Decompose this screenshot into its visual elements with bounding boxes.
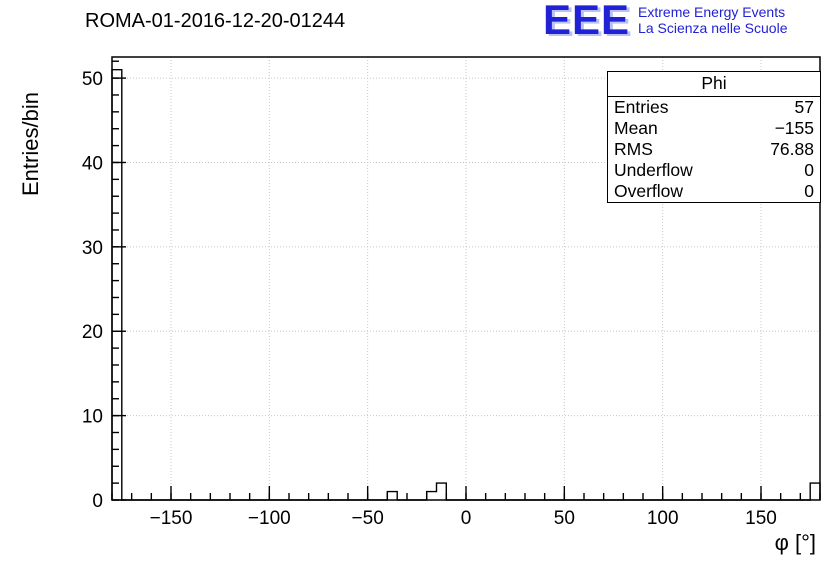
eee-logo-line2: La Scienza nelle Scuole [638, 20, 788, 36]
svg-text:0: 0 [461, 508, 472, 529]
stats-title: Phi [608, 72, 820, 97]
grid-lines [112, 57, 820, 500]
svg-text:−50: −50 [352, 508, 384, 529]
svg-text:100: 100 [647, 508, 679, 529]
eee-logo-line1: Extreme Energy Events [638, 4, 786, 20]
svg-text:40: 40 [82, 153, 103, 174]
svg-text:20: 20 [82, 322, 103, 343]
plot-frame [111, 56, 821, 501]
stat-label: RMS [614, 139, 653, 159]
axis-ticks [111, 60, 821, 501]
stats-row: RMS 76.88 [608, 139, 820, 160]
stat-value: −155 [774, 118, 814, 138]
y-axis-title: Entries/bin [18, 92, 43, 196]
stat-label: Mean [614, 118, 658, 138]
eee-logo: EEE Extreme Energy Events La Scienza nel… [543, 0, 787, 43]
x-axis-title: φ [°] [775, 530, 816, 555]
x-tick-labels: −150 −100 −50 0 50 100 150 [150, 508, 777, 529]
stat-value: 0 [804, 181, 814, 201]
svg-text:0: 0 [92, 491, 103, 512]
stats-row: Entries 57 [608, 97, 820, 118]
svg-text:30: 30 [82, 238, 103, 259]
stat-value: 76.88 [770, 139, 814, 159]
stat-value: 57 [794, 97, 814, 117]
svg-text:−100: −100 [248, 508, 291, 529]
y-tick-labels: 0 10 20 30 40 50 [82, 69, 103, 512]
stats-row: Overflow 0 [608, 181, 820, 202]
stats-box: Phi Entries 57 Mean −155 RMS 76.88 Underflow 0 O… [607, 71, 821, 203]
eee-logo-tagline: Extreme Energy Events La Scienza nelle S… [638, 4, 787, 36]
svg-text:50: 50 [554, 508, 575, 529]
plot-title: ROMA-01-2016-12-20-01244 [85, 10, 346, 32]
stat-label: Underflow [614, 160, 693, 180]
eee-logo-text: EEE [543, 0, 631, 43]
stat-label: Entries [614, 97, 669, 117]
stat-value: 0 [804, 160, 814, 180]
stats-rows: Entries 57 Mean −155 RMS 76.88 Underflow 0 Overf… [608, 97, 820, 202]
svg-text:−150: −150 [150, 508, 193, 529]
svg-text:150: 150 [745, 508, 777, 529]
svg-text:50: 50 [82, 69, 103, 90]
stat-label: Overflow [614, 181, 684, 201]
stats-row: Underflow 0 [608, 160, 820, 181]
stats-row: Mean −155 [608, 118, 820, 139]
svg-text:10: 10 [82, 407, 103, 428]
